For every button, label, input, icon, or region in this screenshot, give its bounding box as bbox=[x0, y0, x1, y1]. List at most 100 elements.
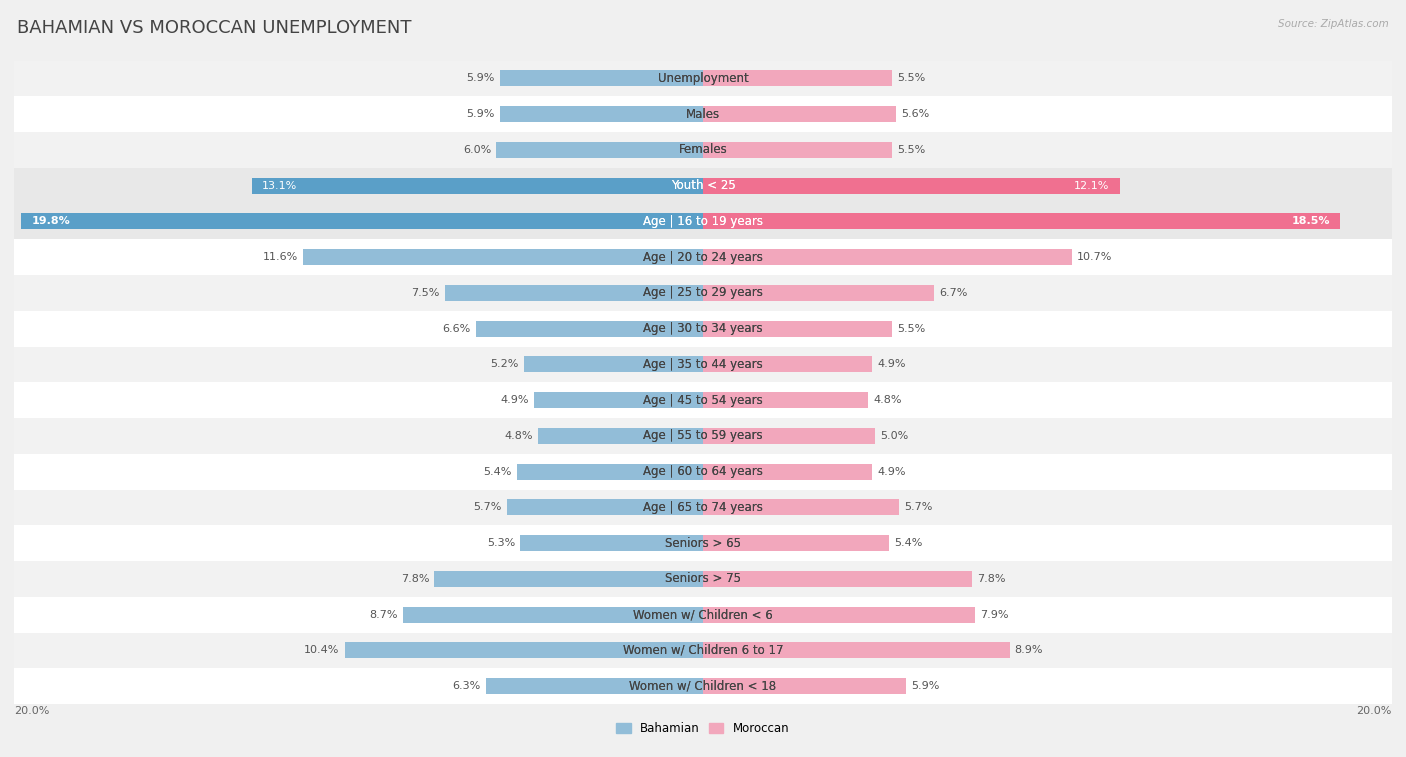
Bar bbox=[14, 418, 1392, 453]
Text: Age | 35 to 44 years: Age | 35 to 44 years bbox=[643, 358, 763, 371]
Bar bbox=[703, 428, 875, 444]
Text: 5.2%: 5.2% bbox=[491, 360, 519, 369]
Text: Youth < 25: Youth < 25 bbox=[671, 179, 735, 192]
Bar bbox=[703, 463, 872, 480]
Text: Age | 60 to 64 years: Age | 60 to 64 years bbox=[643, 465, 763, 478]
Text: Age | 55 to 59 years: Age | 55 to 59 years bbox=[643, 429, 763, 442]
Bar bbox=[14, 668, 1392, 704]
Text: Seniors > 65: Seniors > 65 bbox=[665, 537, 741, 550]
Text: 5.9%: 5.9% bbox=[467, 73, 495, 83]
Text: Women w/ Children < 6: Women w/ Children < 6 bbox=[633, 608, 773, 621]
Bar bbox=[14, 633, 1392, 668]
Text: 5.5%: 5.5% bbox=[897, 145, 927, 155]
Bar bbox=[14, 490, 1392, 525]
Legend: Bahamian, Moroccan: Bahamian, Moroccan bbox=[612, 718, 794, 740]
Bar bbox=[14, 275, 1392, 311]
Bar bbox=[14, 382, 1392, 418]
Bar bbox=[703, 392, 869, 408]
Bar bbox=[520, 535, 703, 551]
Bar bbox=[475, 321, 703, 337]
Text: 5.5%: 5.5% bbox=[897, 73, 927, 83]
Bar bbox=[703, 70, 893, 86]
Text: 7.9%: 7.9% bbox=[980, 609, 1008, 620]
Text: 5.3%: 5.3% bbox=[486, 538, 515, 548]
Text: Unemployment: Unemployment bbox=[658, 72, 748, 85]
Text: Unemployment: Unemployment bbox=[658, 72, 748, 85]
Text: 4.8%: 4.8% bbox=[873, 395, 903, 405]
Bar bbox=[14, 61, 1392, 96]
Bar bbox=[703, 535, 889, 551]
Bar bbox=[703, 142, 893, 158]
Text: 20.0%: 20.0% bbox=[14, 706, 49, 716]
Text: 18.5%: 18.5% bbox=[1292, 217, 1330, 226]
Bar bbox=[517, 463, 703, 480]
Text: 6.0%: 6.0% bbox=[463, 145, 491, 155]
Bar bbox=[499, 106, 703, 122]
Text: Source: ZipAtlas.com: Source: ZipAtlas.com bbox=[1278, 19, 1389, 29]
Bar bbox=[14, 347, 1392, 382]
Bar bbox=[703, 571, 972, 587]
Bar bbox=[703, 285, 934, 301]
Text: Age | 16 to 19 years: Age | 16 to 19 years bbox=[643, 215, 763, 228]
Bar bbox=[14, 168, 1392, 204]
Text: 8.9%: 8.9% bbox=[1015, 646, 1043, 656]
Text: Women w/ Children < 18: Women w/ Children < 18 bbox=[630, 680, 776, 693]
Bar bbox=[14, 96, 1392, 132]
Text: Age | 25 to 29 years: Age | 25 to 29 years bbox=[643, 286, 763, 300]
Text: 12.1%: 12.1% bbox=[1074, 181, 1109, 191]
Text: Age | 25 to 29 years: Age | 25 to 29 years bbox=[643, 286, 763, 300]
Bar bbox=[703, 643, 1010, 659]
Text: Age | 30 to 34 years: Age | 30 to 34 years bbox=[643, 322, 763, 335]
Bar bbox=[703, 178, 1119, 194]
Bar bbox=[14, 132, 1392, 168]
Bar bbox=[14, 525, 1392, 561]
Text: Age | 35 to 44 years: Age | 35 to 44 years bbox=[643, 358, 763, 371]
Text: 5.6%: 5.6% bbox=[901, 109, 929, 119]
Text: 8.7%: 8.7% bbox=[370, 609, 398, 620]
Bar bbox=[703, 213, 1340, 229]
Text: Age | 16 to 19 years: Age | 16 to 19 years bbox=[643, 215, 763, 228]
Text: 5.9%: 5.9% bbox=[467, 109, 495, 119]
Text: 7.8%: 7.8% bbox=[977, 574, 1005, 584]
Text: Seniors > 65: Seniors > 65 bbox=[665, 537, 741, 550]
Text: Women w/ Children 6 to 17: Women w/ Children 6 to 17 bbox=[623, 644, 783, 657]
Bar bbox=[524, 357, 703, 372]
Text: 5.0%: 5.0% bbox=[880, 431, 908, 441]
Text: 4.8%: 4.8% bbox=[503, 431, 533, 441]
Text: Age | 65 to 74 years: Age | 65 to 74 years bbox=[643, 501, 763, 514]
Text: 4.9%: 4.9% bbox=[877, 466, 905, 477]
Text: Age | 20 to 24 years: Age | 20 to 24 years bbox=[643, 251, 763, 263]
Bar bbox=[344, 643, 703, 659]
Text: 5.4%: 5.4% bbox=[484, 466, 512, 477]
Bar bbox=[703, 321, 893, 337]
Bar bbox=[304, 249, 703, 265]
Text: Age | 45 to 54 years: Age | 45 to 54 years bbox=[643, 394, 763, 407]
Text: Females: Females bbox=[679, 143, 727, 157]
Text: 7.8%: 7.8% bbox=[401, 574, 429, 584]
Text: 6.3%: 6.3% bbox=[453, 681, 481, 691]
Text: 13.1%: 13.1% bbox=[262, 181, 297, 191]
Text: 5.7%: 5.7% bbox=[904, 503, 934, 512]
Text: 6.7%: 6.7% bbox=[939, 288, 967, 298]
Text: BAHAMIAN VS MOROCCAN UNEMPLOYMENT: BAHAMIAN VS MOROCCAN UNEMPLOYMENT bbox=[17, 19, 412, 37]
Bar bbox=[14, 453, 1392, 490]
Text: Males: Males bbox=[686, 107, 720, 120]
Bar bbox=[703, 106, 896, 122]
Bar bbox=[14, 311, 1392, 347]
Text: Seniors > 75: Seniors > 75 bbox=[665, 572, 741, 585]
Bar bbox=[534, 392, 703, 408]
Bar bbox=[496, 142, 703, 158]
Text: Males: Males bbox=[686, 107, 720, 120]
Text: 6.6%: 6.6% bbox=[443, 324, 471, 334]
Text: Age | 60 to 64 years: Age | 60 to 64 years bbox=[643, 465, 763, 478]
Bar bbox=[486, 678, 703, 694]
Bar bbox=[434, 571, 703, 587]
Text: 20.0%: 20.0% bbox=[1357, 706, 1392, 716]
Text: Age | 30 to 34 years: Age | 30 to 34 years bbox=[643, 322, 763, 335]
Text: 10.7%: 10.7% bbox=[1077, 252, 1112, 262]
Text: 19.8%: 19.8% bbox=[31, 217, 70, 226]
Bar bbox=[252, 178, 703, 194]
Text: 4.9%: 4.9% bbox=[877, 360, 905, 369]
Bar bbox=[14, 204, 1392, 239]
Bar bbox=[506, 500, 703, 516]
